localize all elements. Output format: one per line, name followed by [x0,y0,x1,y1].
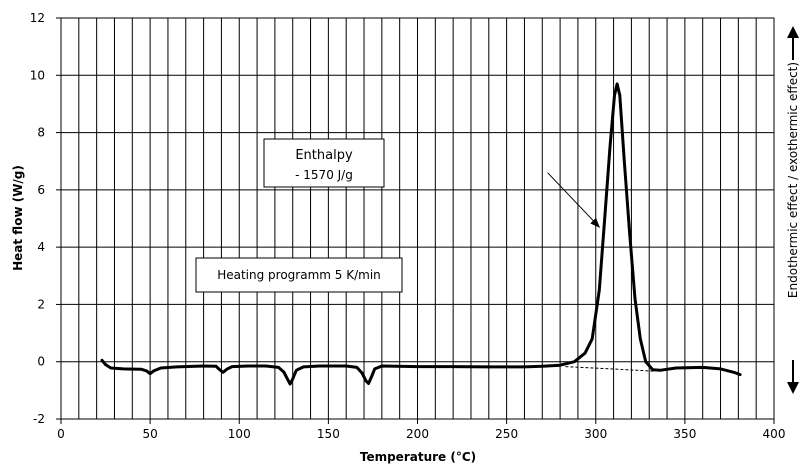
x-tick-label: 50 [142,427,157,441]
y-tick-label: 12 [30,11,45,25]
y-tick-label: 2 [37,297,45,311]
x-tick-label: 250 [495,427,518,441]
x-tick-label: 400 [763,427,786,441]
endothermic-down-arrow-icon [787,360,799,394]
y-tick-label: 10 [30,68,45,82]
x-tick-label: 100 [228,427,251,441]
heating-box [195,257,403,293]
x-axis-label: Temperature (°C) [360,450,476,464]
y-tick-label: -2 [33,412,45,426]
x-tick-label: 350 [673,427,696,441]
grid-lines [61,18,774,419]
enthalpy-arrow [547,172,601,228]
y-tick-label: 0 [37,355,45,369]
y-tick-label: 8 [37,126,45,140]
x-tick-label: 200 [406,427,429,441]
heat-flow-series-line [100,82,742,386]
axis-ticks: 0 50 100 150 200 250 300 350 400 -2 0 2 4 6 8 10 12 [30,11,786,441]
y-tick-label: 4 [37,240,45,254]
right-axis-label: Endothermic effect / exothermic effect) [786,62,800,298]
enthalpy-title: Enthalpy [295,148,353,163]
enthalpy-value: - 1570 J/g [295,168,353,182]
enthalpy-box [263,138,385,188]
exothermic-up-arrow-icon [787,26,799,60]
y-tick-label: 6 [37,183,45,197]
heating-program-label: Heating programm 5 K/min [217,268,381,282]
peak-baseline [565,366,655,372]
x-tick-label: 150 [317,427,340,441]
x-tick-label: 300 [584,427,607,441]
x-tick-label: 0 [57,427,65,441]
plot-frame [60,17,775,420]
y-axis-label: Heat flow (W/g) [11,165,25,271]
